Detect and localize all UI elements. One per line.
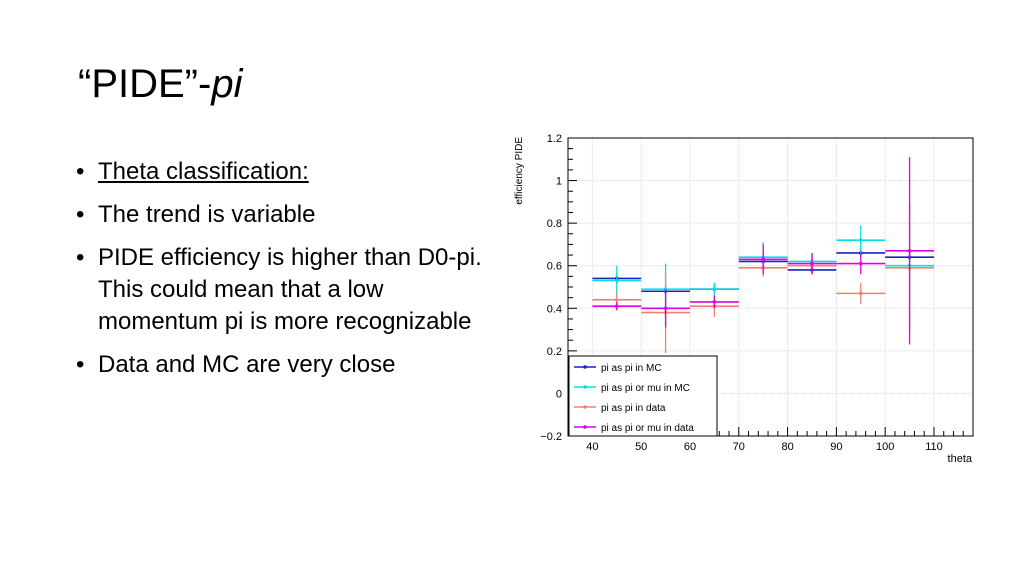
- legend-label: pi as pi or mu in data: [601, 423, 694, 434]
- series-pi-as-pi-in-data: [592, 203, 934, 353]
- bullet-text: The trend is variable: [98, 201, 316, 228]
- bullet-item: Data and MC are very close: [76, 349, 506, 381]
- legend-marker: [583, 365, 587, 369]
- y-tick-label: 0.2: [547, 346, 562, 358]
- efficiency-plot: −0.200.20.40.60.811.240 50 60 70 80 90 100 110 …: [514, 133, 974, 465]
- y-tick-label: 1.2: [547, 133, 562, 145]
- title-italic: pi: [211, 62, 243, 106]
- bullet-text: Data and MC are very close: [98, 351, 396, 378]
- bullet-item: Theta classification:: [76, 156, 506, 188]
- y-tick-label: −0.2: [540, 431, 562, 443]
- x-tick-label: 110: [925, 441, 943, 453]
- legend-box: [568, 355, 718, 437]
- data-point: [614, 304, 619, 308]
- plot-legend: pi as pi in MC pi as pi or mu in MC pi as …: [568, 355, 718, 437]
- data-point: [858, 261, 863, 266]
- data-point: [712, 300, 717, 304]
- bullet-text: PIDE efficiency is higher than D0-pi. Th…: [98, 244, 482, 335]
- data-point: [858, 238, 863, 242]
- data-point: [907, 249, 912, 253]
- legend-marker: [583, 425, 587, 429]
- x-tick-label: 60: [684, 441, 696, 453]
- y-tick-label: 0: [556, 388, 562, 400]
- legend-label: pi as pi or mu in MC: [601, 383, 690, 394]
- title-quoted: “PIDE”-: [78, 62, 212, 106]
- bullet-item: PIDE efficiency is higher than D0-pi. Th…: [76, 242, 506, 338]
- plot-grid: [568, 138, 973, 436]
- series-pi-as-pi-or-mu-in-data: [592, 157, 934, 345]
- bullet-text: Theta classification:: [98, 158, 309, 185]
- x-axis-label: theta: [948, 453, 973, 465]
- data-point: [663, 306, 668, 311]
- x-tick-label: 90: [830, 441, 842, 453]
- data-point: [761, 257, 765, 262]
- legend-label: pi as pi in data: [601, 403, 666, 414]
- slide-title: “PIDE”-pi: [78, 58, 242, 110]
- legend-marker: [583, 385, 587, 389]
- y-tick-label: 0.8: [547, 218, 562, 230]
- y-tick-label: 0.4: [547, 303, 562, 315]
- x-tick-label: 80: [781, 441, 793, 453]
- y-axis-label: efficiency PIDE: [514, 137, 525, 205]
- x-tick-label: 70: [733, 441, 745, 453]
- x-tick-label: 40: [586, 441, 598, 453]
- data-point: [614, 297, 619, 302]
- legend-label: pi as pi in MC: [601, 363, 662, 374]
- data-point: [712, 287, 717, 291]
- bullet-item: The trend is variable: [76, 199, 506, 231]
- y-tick-label: 0.6: [547, 261, 562, 273]
- plot-series: [592, 157, 934, 353]
- plot-axes: −0.2 0 0.2 0.4 0.6 0.8 1 1.2 40 50 60 70 80 90 100 110: [540, 133, 974, 453]
- bullet-list: Theta classification: The trend is varia…: [76, 156, 506, 392]
- x-tick-label: 50: [635, 441, 647, 453]
- data-point: [858, 291, 863, 296]
- x-tick-label: 100: [876, 441, 894, 453]
- legend-marker: [583, 405, 587, 409]
- data-point: [810, 261, 814, 266]
- y-tick-label: 1: [556, 176, 562, 188]
- data-point: [614, 278, 619, 283]
